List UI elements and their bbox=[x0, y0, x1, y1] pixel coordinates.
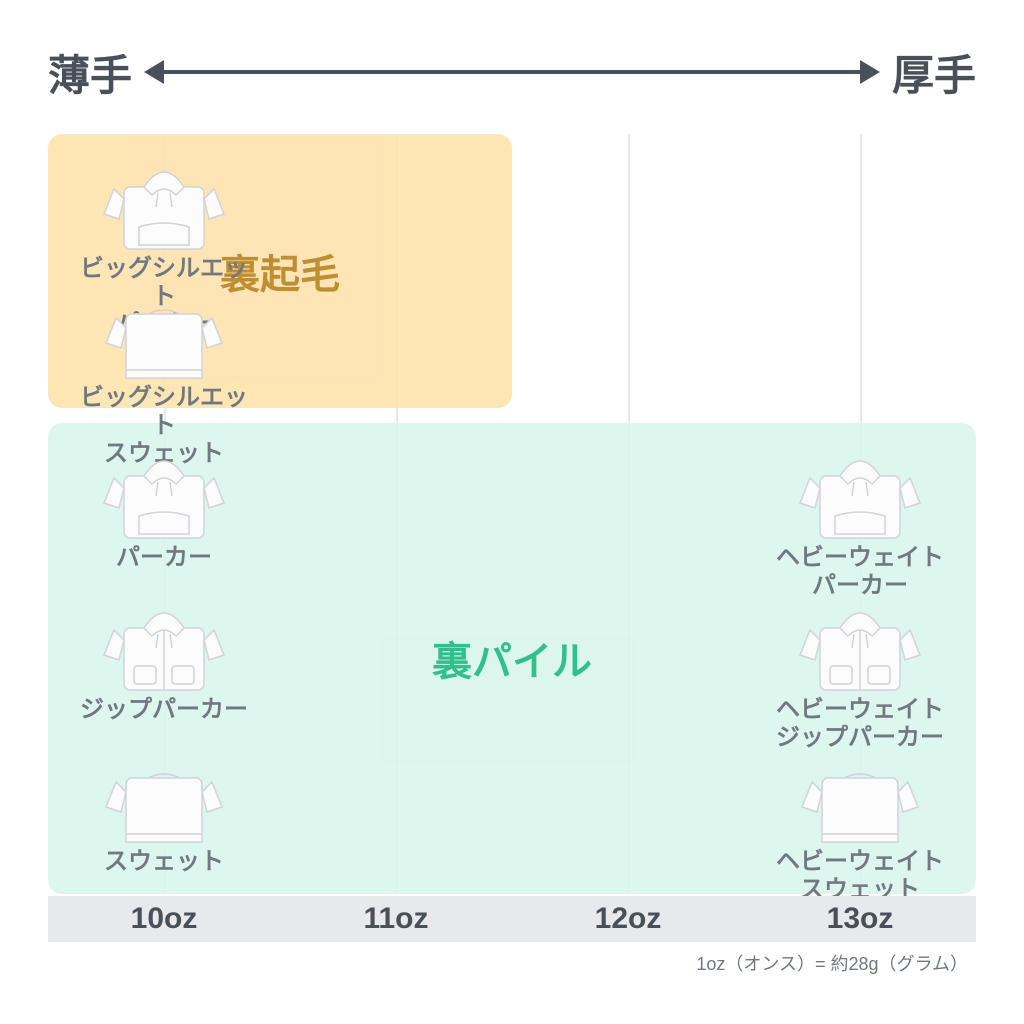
hoodie-icon bbox=[775, 438, 945, 548]
arrow-line bbox=[160, 70, 864, 74]
zip-hoodie-icon bbox=[775, 590, 945, 700]
chart-header: 薄手 厚手 bbox=[48, 44, 976, 100]
axis-tick: 10oz bbox=[48, 896, 280, 942]
garment-item: パーカー bbox=[79, 438, 249, 572]
garment-label: スウェット bbox=[79, 848, 249, 876]
axis-left-label: 薄手 bbox=[48, 42, 132, 103]
axis-footnote: 1oz（オンス）= 約28g（グラム） bbox=[696, 950, 968, 976]
axis-right-label: 厚手 bbox=[892, 42, 976, 103]
thickness-arrow bbox=[144, 68, 880, 76]
axis-tick: 13oz bbox=[744, 896, 976, 942]
garment-item: ヘビーウェイト パーカー bbox=[775, 438, 945, 599]
x-axis: 10oz11oz12oz13oz bbox=[48, 896, 976, 942]
zip-hoodie-icon bbox=[79, 590, 249, 700]
thickness-chart: 薄手 厚手 裏起毛裏パイル ビッグシルエット パーカー ビッグシルエット スウェ… bbox=[48, 44, 976, 984]
hoodie-icon bbox=[79, 438, 249, 548]
sweatshirt-icon bbox=[775, 742, 945, 852]
garment-item: ジップパーカー bbox=[79, 590, 249, 724]
garment-item: スウェット bbox=[79, 742, 249, 876]
garment-label: ヘビーウェイト スウェット bbox=[775, 848, 945, 903]
region-label-pile: 裏パイル bbox=[432, 629, 592, 687]
plot-area: 裏起毛裏パイル ビッグシルエット パーカー ビッグシルエット スウェット パーカ… bbox=[48, 134, 976, 894]
arrow-right-icon bbox=[860, 60, 880, 84]
garment-item: ヘビーウェイト スウェット bbox=[775, 742, 945, 903]
axis-tick: 11oz bbox=[280, 896, 512, 942]
sweatshirt-icon bbox=[79, 742, 249, 852]
garment-label: ジップパーカー bbox=[79, 696, 249, 724]
hoodie-icon bbox=[79, 149, 249, 259]
axis-tick: 12oz bbox=[512, 896, 744, 942]
sweatshirt-icon bbox=[79, 278, 249, 388]
garment-label: パーカー bbox=[79, 544, 249, 572]
garment-item: ヘビーウェイト ジップパーカー bbox=[775, 590, 945, 751]
